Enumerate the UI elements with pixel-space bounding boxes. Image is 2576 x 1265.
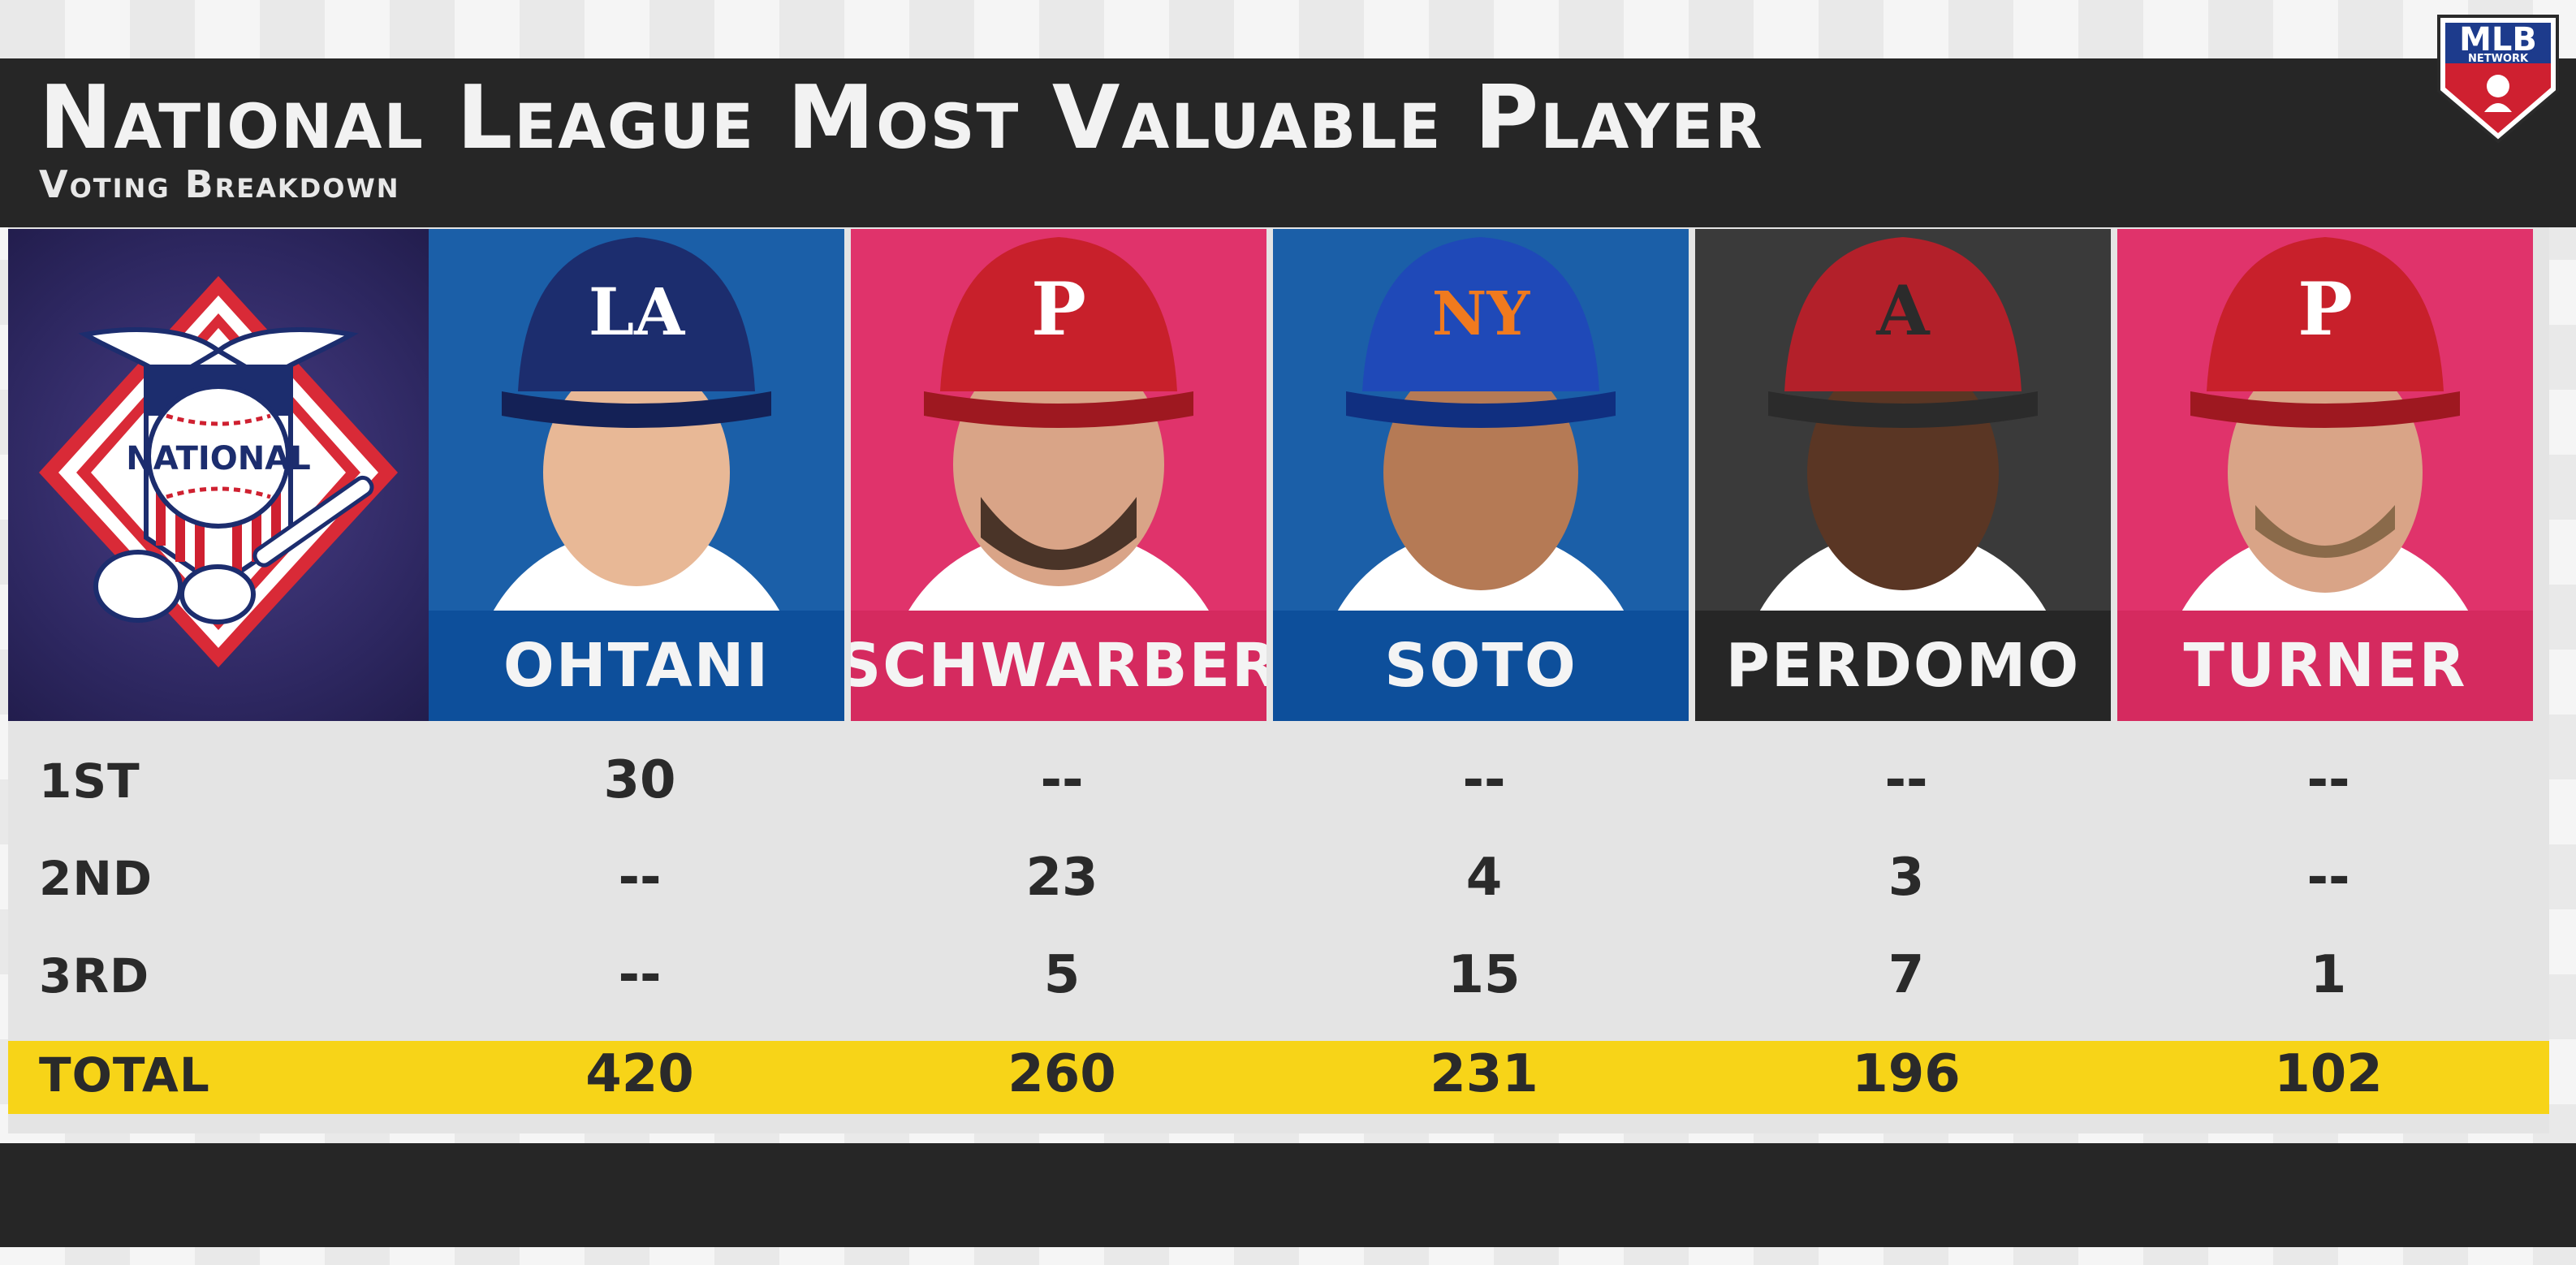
svg-text:MLB: MLB bbox=[2459, 21, 2537, 58]
total-row-highlight bbox=[8, 1041, 2549, 1114]
row-label-3rd: 3RD bbox=[39, 948, 150, 1004]
national-league-logo-icon: NATIONAL bbox=[39, 276, 398, 667]
player-card-soto: NY SOTO bbox=[1273, 229, 1689, 721]
total-cell: 196 bbox=[1852, 1044, 1961, 1104]
player-card-perdomo: A PERDOMO bbox=[1695, 229, 2111, 721]
svg-text:LA: LA bbox=[589, 274, 685, 350]
header-bar bbox=[0, 58, 2576, 227]
svg-text:P: P bbox=[1031, 266, 1086, 352]
svg-text:NY: NY bbox=[1432, 279, 1531, 349]
player-name: OHTANI bbox=[429, 611, 844, 721]
player-photo: P bbox=[851, 229, 1266, 611]
svg-text:A: A bbox=[1875, 270, 1931, 351]
total-cell: 260 bbox=[1008, 1044, 1116, 1104]
svg-text:P: P bbox=[2298, 266, 2353, 352]
vote-cell: -- bbox=[618, 848, 662, 908]
row-label-total: TOTAL bbox=[39, 1047, 210, 1103]
page-title: National League Most Valuable Player bbox=[39, 67, 1764, 169]
total-cell: 420 bbox=[585, 1044, 694, 1104]
page-subtitle: Voting Breakdown bbox=[39, 162, 400, 206]
total-cell: 231 bbox=[1430, 1044, 1538, 1104]
national-league-logo-card: NATIONAL bbox=[8, 229, 429, 721]
bottom-bar bbox=[0, 1143, 2576, 1247]
mlb-network-logo-icon: MLB NETWORK bbox=[2437, 15, 2559, 144]
vote-cell: -- bbox=[1884, 750, 1928, 810]
vote-cell: 4 bbox=[1465, 848, 1503, 908]
player-name: PERDOMO bbox=[1695, 611, 2111, 721]
player-photo: P bbox=[2117, 229, 2533, 611]
vote-cell: -- bbox=[2306, 848, 2350, 908]
vote-cell: -- bbox=[2306, 750, 2350, 810]
player-photo: LA bbox=[429, 229, 844, 611]
vote-cell: 7 bbox=[1888, 945, 1925, 1005]
vote-cell: 5 bbox=[1043, 945, 1081, 1005]
vote-cell: 30 bbox=[603, 750, 676, 810]
player-photo: A bbox=[1695, 229, 2111, 611]
player-photo-strip: NATIONAL LA OHTANI P SCHWA bbox=[8, 229, 2549, 721]
row-label-2nd: 2ND bbox=[39, 851, 153, 906]
vote-cell: 3 bbox=[1888, 848, 1925, 908]
svg-text:NATIONAL: NATIONAL bbox=[126, 440, 310, 477]
player-card-turner: P TURNER bbox=[2117, 229, 2533, 721]
vote-cell: -- bbox=[618, 945, 662, 1005]
player-card-ohtani: LA OHTANI bbox=[429, 229, 844, 721]
total-cell: 102 bbox=[2274, 1044, 2383, 1104]
vote-cell: -- bbox=[1462, 750, 1506, 810]
player-card-schwarber: P SCHWARBER bbox=[851, 229, 1266, 721]
vote-cell: 15 bbox=[1448, 945, 1521, 1005]
player-photo: NY bbox=[1273, 229, 1689, 611]
vote-cell: 1 bbox=[2310, 945, 2347, 1005]
vote-cell: -- bbox=[1040, 750, 1084, 810]
svg-text:NETWORK: NETWORK bbox=[2468, 53, 2529, 65]
row-label-1st: 1ST bbox=[39, 753, 140, 809]
vote-cell: 23 bbox=[1025, 848, 1098, 908]
player-name: TURNER bbox=[2117, 611, 2533, 721]
player-name: SOTO bbox=[1273, 611, 1689, 721]
player-name: SCHWARBER bbox=[851, 611, 1266, 721]
